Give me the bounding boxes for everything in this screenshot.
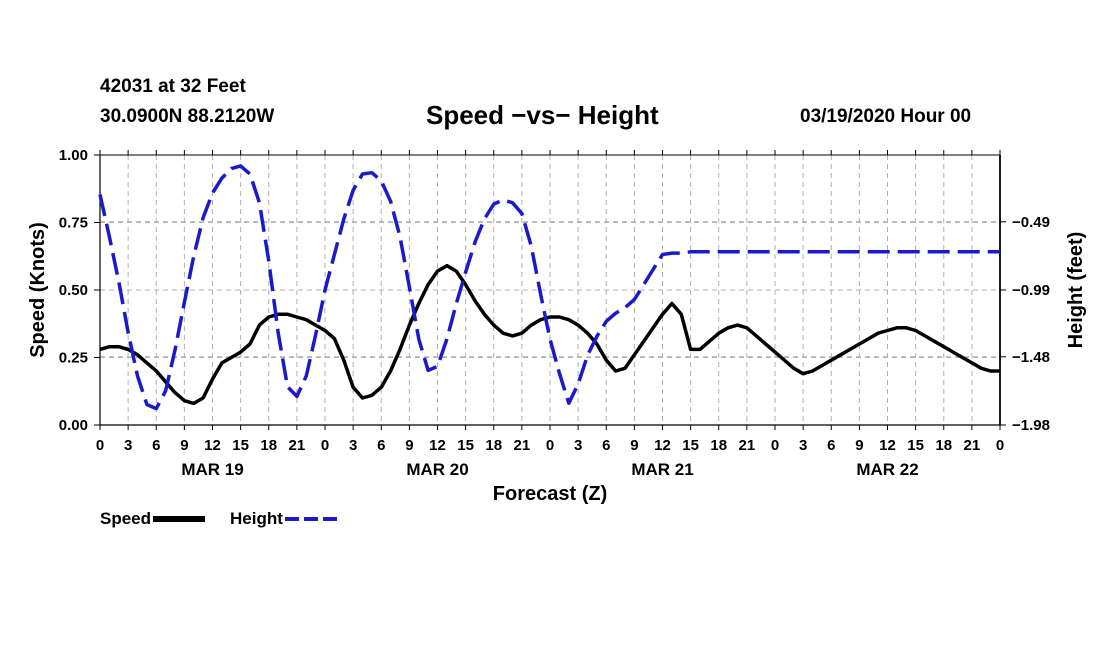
x-tick-label: 18 xyxy=(485,437,502,454)
x-tick-label: 3 xyxy=(124,437,132,454)
x-tick-label: 18 xyxy=(935,437,952,454)
forecast-timestamp: 03/19/2020 Hour 00 xyxy=(800,106,972,127)
legend-speed-swatch xyxy=(153,516,206,522)
x-tick-label: 3 xyxy=(799,437,807,454)
legend-speed: Speed xyxy=(100,509,206,529)
x-tick-label: 6 xyxy=(602,437,610,454)
x-tick-label: 0 xyxy=(996,437,1004,454)
x-tick-label: 12 xyxy=(429,437,446,454)
chart-title: Speed −vs− Height xyxy=(426,100,659,130)
x-tick-label: 15 xyxy=(682,437,699,454)
x-tick-label: 0 xyxy=(546,437,554,454)
series-line-height xyxy=(98,164,1000,411)
x-tick-label: 0 xyxy=(96,437,104,454)
x-tick-label: 9 xyxy=(405,437,413,454)
day-label: MAR 21 xyxy=(631,460,693,479)
legend-height-swatch xyxy=(284,517,337,521)
series-line-speed xyxy=(99,263,1000,406)
x-tick-label: 9 xyxy=(855,437,863,454)
y2-tick-label: −0.49 xyxy=(1012,214,1050,231)
y-tick-label: 0.00 xyxy=(59,417,88,434)
x-tick-label: 12 xyxy=(204,437,221,454)
y2-axis-title: Height (feet) xyxy=(1065,232,1087,349)
x-tick-label: 15 xyxy=(232,437,249,454)
x-tick-label: 18 xyxy=(260,437,277,454)
x-tick-label: 12 xyxy=(654,437,671,454)
x-tick-label: 15 xyxy=(907,437,924,454)
x-tick-label: 15 xyxy=(457,437,474,454)
day-label: MAR 22 xyxy=(856,460,918,479)
y-axis-title: Speed (Knots) xyxy=(27,222,49,358)
y-tick-label: 0.50 xyxy=(59,282,88,299)
legend-speed-label: Speed xyxy=(100,509,152,528)
y-tick-label: 0.25 xyxy=(59,350,88,367)
x-tick-label: 3 xyxy=(349,437,357,454)
x-tick-label: 12 xyxy=(879,437,896,454)
x-axis-title: Forecast (Z) xyxy=(493,483,607,505)
x-tick-label: 0 xyxy=(321,437,329,454)
x-tick-label: 0 xyxy=(771,437,779,454)
x-tick-label: 21 xyxy=(739,437,756,454)
x-tick-label: 18 xyxy=(710,437,727,454)
x-tick-label: 21 xyxy=(289,437,306,454)
x-tick-label: 21 xyxy=(964,437,981,454)
legend-height-label: Height xyxy=(230,509,283,528)
x-tick-label: 6 xyxy=(152,437,160,454)
x-tick-label: 3 xyxy=(574,437,582,454)
y2-tick-label: −1.48 xyxy=(1012,349,1050,366)
y-tick-label: 1.00 xyxy=(59,147,88,164)
x-tick-label: 9 xyxy=(180,437,188,454)
legend-height: Height xyxy=(230,509,337,529)
coordinates-label: 30.0900N 88.2120W xyxy=(100,106,275,127)
x-tick-label: 21 xyxy=(514,437,531,454)
y-tick-label: 0.75 xyxy=(59,215,88,232)
x-tick-label: 6 xyxy=(827,437,835,454)
day-label: MAR 20 xyxy=(406,460,468,479)
day-label: MAR 19 xyxy=(181,460,243,479)
x-tick-label: 9 xyxy=(630,437,638,454)
y2-tick-label: −1.98 xyxy=(1012,417,1050,434)
y2-tick-label: −0.99 xyxy=(1012,282,1050,299)
station-label: 42031 at 32 Feet xyxy=(100,76,246,97)
x-tick-label: 6 xyxy=(377,437,385,454)
